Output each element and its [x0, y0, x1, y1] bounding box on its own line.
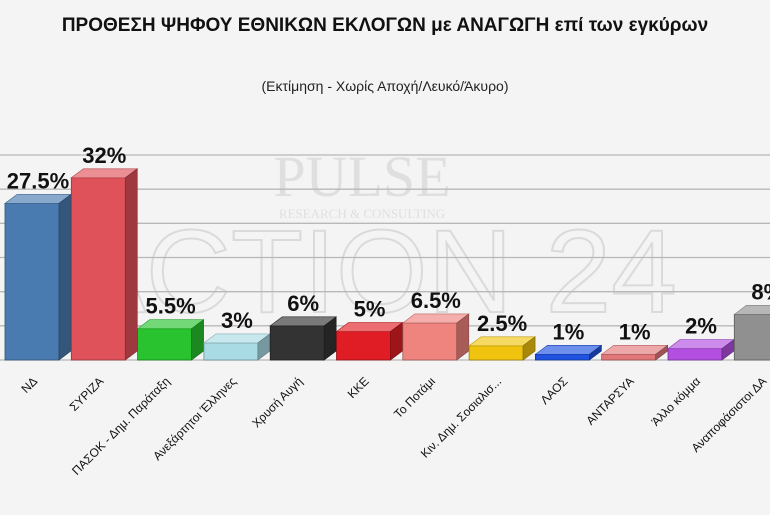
bars	[4, 168, 770, 361]
bar	[534, 344, 603, 361]
bar	[202, 333, 271, 361]
bar	[269, 316, 338, 361]
bar	[733, 305, 770, 361]
value-label: 3%	[221, 308, 253, 333]
category-label: Το Ποτάμι	[391, 374, 438, 421]
value-label: 2.5%	[477, 311, 527, 336]
chart-title: ΠΡΟΘΕΣΗ ΨΗΦΟΥ ΕΘΝΙΚΩΝ ΕΚΛΟΓΩΝ με ΑΝΑΓΩΓΗ…	[61, 15, 709, 36]
watermark-brand: PULSE	[273, 144, 450, 209]
value-labels: 27.5% 32% 5.5% 3% 6% 5% 6.5% 2.5% 1% 1% 2% 8%	[7, 143, 770, 345]
bar	[401, 313, 470, 361]
bar	[70, 168, 139, 361]
value-label: 8%	[751, 279, 770, 304]
bar	[136, 319, 205, 361]
bar	[468, 336, 536, 361]
value-label: 5.5%	[146, 294, 196, 319]
value-label: 6.5%	[411, 288, 461, 313]
category-label: Χρυσή Αυγή	[249, 374, 305, 430]
value-label: 6%	[287, 291, 319, 316]
value-label: 2%	[685, 314, 717, 339]
bar	[667, 339, 735, 361]
value-label: 1%	[619, 319, 651, 344]
value-label: 27.5%	[7, 168, 69, 193]
watermark-tagline: RESEARCH & CONSULTING	[279, 206, 445, 221]
watermark-channel: ACTION 24	[67, 206, 677, 338]
category-label: ΝΔ	[18, 374, 40, 396]
bar	[4, 193, 72, 361]
bar	[600, 344, 669, 361]
category-label: ΛΑΟΣ	[538, 374, 571, 407]
value-label: 32%	[82, 143, 126, 168]
bar	[335, 321, 404, 361]
category-label: ΣΥΡΙΖΑ	[67, 374, 107, 414]
category-label: ΚΚΕ	[345, 374, 372, 401]
value-label: 1%	[553, 319, 585, 344]
category-label: Άλλο κόμμα	[649, 374, 704, 429]
chart-subtitle: (Εκτίμηση - Χωρίς Αποχή/Λευκό/Άκυρο)	[261, 78, 509, 94]
value-label: 5%	[354, 297, 386, 322]
category-label: ΑΝΤΑΡΣΥΑ	[583, 374, 636, 427]
